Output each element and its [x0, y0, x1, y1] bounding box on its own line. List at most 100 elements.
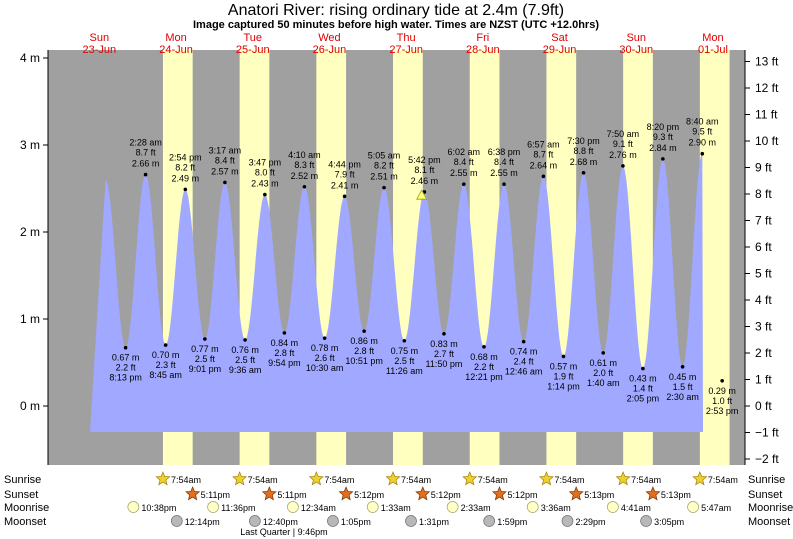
moonset-time: 1:59pm: [497, 517, 527, 527]
tide-point: [342, 194, 347, 199]
tide-time-label: 9:36 am: [229, 365, 262, 375]
tide-point: [243, 338, 247, 342]
tide-ft-label: 1.0 ft: [712, 396, 733, 406]
tide-ft-label: 8.1 ft: [414, 165, 435, 175]
right-tick-label: 0 ft: [755, 399, 772, 413]
tide-time-label: 6:02 am: [448, 147, 481, 157]
tide-m-label: 0.86 m: [350, 336, 378, 346]
tide-ft-label: 7.9 ft: [335, 169, 356, 179]
sunset-icon: [568, 486, 584, 501]
tide-point: [461, 182, 466, 186]
tide-m-label: 2.55 m: [490, 168, 518, 178]
tide-ft-label: 9.5 ft: [692, 127, 713, 137]
row-label-right-sunrise: Sunrise: [748, 474, 785, 486]
moonrise-icon: [607, 501, 619, 513]
tide-time-label: 8:13 pm: [109, 373, 142, 383]
row-label-right-sunset: Sunset: [748, 489, 782, 501]
tide-time-label: 8:20 pm: [647, 122, 680, 132]
day-label-dow: Wed: [318, 32, 340, 44]
day-label-date: 23-Jun: [83, 44, 117, 56]
tide-time-label: 7:50 am: [607, 129, 640, 139]
sunset-icon: [491, 486, 507, 501]
tide-m-label: 2.55 m: [450, 168, 478, 178]
right-tick-label: 12 ft: [755, 81, 779, 95]
sunset-time: 5:13pm: [661, 490, 691, 500]
tide-point: [362, 329, 366, 333]
tide-ft-label: 8.4 ft: [454, 157, 475, 167]
right-tick-label: 7 ft: [755, 214, 772, 228]
tide-m-label: 2.52 m: [291, 171, 319, 181]
day-label-dow: Thu: [397, 32, 416, 44]
tide-ft-label: 8.3 ft: [294, 160, 315, 170]
tide-m-label: 2.76 m: [609, 150, 637, 160]
tide-point: [143, 172, 148, 177]
sunset-time: 5:13pm: [584, 490, 614, 500]
tide-point: [680, 365, 685, 369]
tide-ft-label: 2.6 ft: [315, 353, 336, 363]
sunset-icon: [415, 486, 431, 501]
day-label-date: 01-Jul: [698, 44, 728, 56]
moonset-time: 2:29pm: [575, 517, 605, 527]
moonrise-time: 1:33am: [381, 503, 411, 513]
day-label-date: 26-Jun: [313, 44, 347, 56]
tide-ft-label: 2.0 ft: [593, 368, 614, 378]
sunset-time: 5:12pm: [354, 490, 384, 500]
right-tick-label: −2 ft: [755, 452, 779, 466]
tide-m-label: 0.61 m: [589, 358, 617, 368]
chart-subtitle: Image captured 50 minutes before high wa…: [193, 19, 599, 31]
right-tick-label: 9 ft: [755, 161, 772, 175]
tide-time-label: 11:26 am: [386, 366, 423, 376]
tide-time-label: 12:21 pm: [465, 372, 503, 382]
tide-point: [720, 378, 724, 383]
day-label-date: 24-Jun: [159, 44, 193, 56]
tide-point: [203, 337, 207, 341]
tide-ft-label: 9.1 ft: [613, 139, 634, 149]
tide-m-label: 2.64 m: [530, 160, 558, 170]
tide-m-label: 2.49 m: [172, 173, 200, 183]
tide-ft-label: 1.4 ft: [633, 384, 654, 394]
tide-m-label: 0.84 m: [271, 338, 299, 348]
sunset-icon: [645, 486, 661, 501]
tide-point: [541, 174, 546, 179]
moonset-icon: [640, 515, 652, 527]
sunrise-icon: [538, 471, 554, 486]
sunset-time: 5:12pm: [507, 490, 537, 500]
tide-m-label: 2.66 m: [132, 159, 160, 169]
tide-time-label: 5:42 pm: [408, 155, 441, 165]
tide-point: [302, 184, 307, 189]
tide-ft-label: 2.5 ft: [394, 356, 415, 366]
tide-m-label: 2.43 m: [251, 179, 279, 189]
right-tick-label: 4 ft: [755, 293, 772, 307]
moonset-icon: [327, 515, 339, 527]
moonrise-icon: [526, 501, 539, 513]
tide-time-label: 2:28 am: [129, 138, 162, 148]
tide-time-label: 2:54 pm: [169, 152, 202, 162]
day-label-dow: Mon: [702, 32, 723, 44]
tide-time-label: 4:10 am: [288, 150, 321, 160]
moonset-time: 3:05pm: [654, 517, 684, 527]
tide-time-label: 2:53 pm: [706, 406, 739, 416]
tide-m-label: 2.84 m: [649, 143, 677, 153]
tide-time-label: 2:05 pm: [627, 394, 660, 404]
tide-m-label: 0.75 m: [391, 346, 419, 356]
sunrise-time: 7:54am: [708, 475, 738, 485]
tide-time-label: 12:46 am: [505, 367, 543, 377]
moonset-time: 12:14pm: [185, 517, 220, 527]
tide-ft-label: 1.5 ft: [673, 382, 694, 392]
tide-ft-label: 2.8 ft: [274, 348, 295, 358]
tide-point: [641, 366, 645, 371]
sunrise-time: 7:54am: [248, 475, 278, 485]
tide-time-label: 9:01 pm: [189, 364, 222, 374]
sunset-time: 5:11pm: [201, 490, 230, 500]
row-label-left-sunset: Sunset: [4, 489, 38, 501]
moonset-time: 1:05pm: [341, 517, 371, 527]
sunrise-icon: [615, 471, 631, 486]
sunrise-time: 7:54am: [324, 475, 354, 485]
right-tick-label: 3 ft: [755, 320, 772, 334]
tide-ft-label: 2.3 ft: [156, 360, 177, 370]
tide-point: [183, 187, 188, 192]
row-label-right-moonset: Moonset: [748, 516, 790, 528]
tide-ft-label: 2.2 ft: [474, 362, 495, 372]
tide-m-label: 2.41 m: [331, 180, 359, 190]
tide-m-label: 2.51 m: [370, 172, 398, 182]
